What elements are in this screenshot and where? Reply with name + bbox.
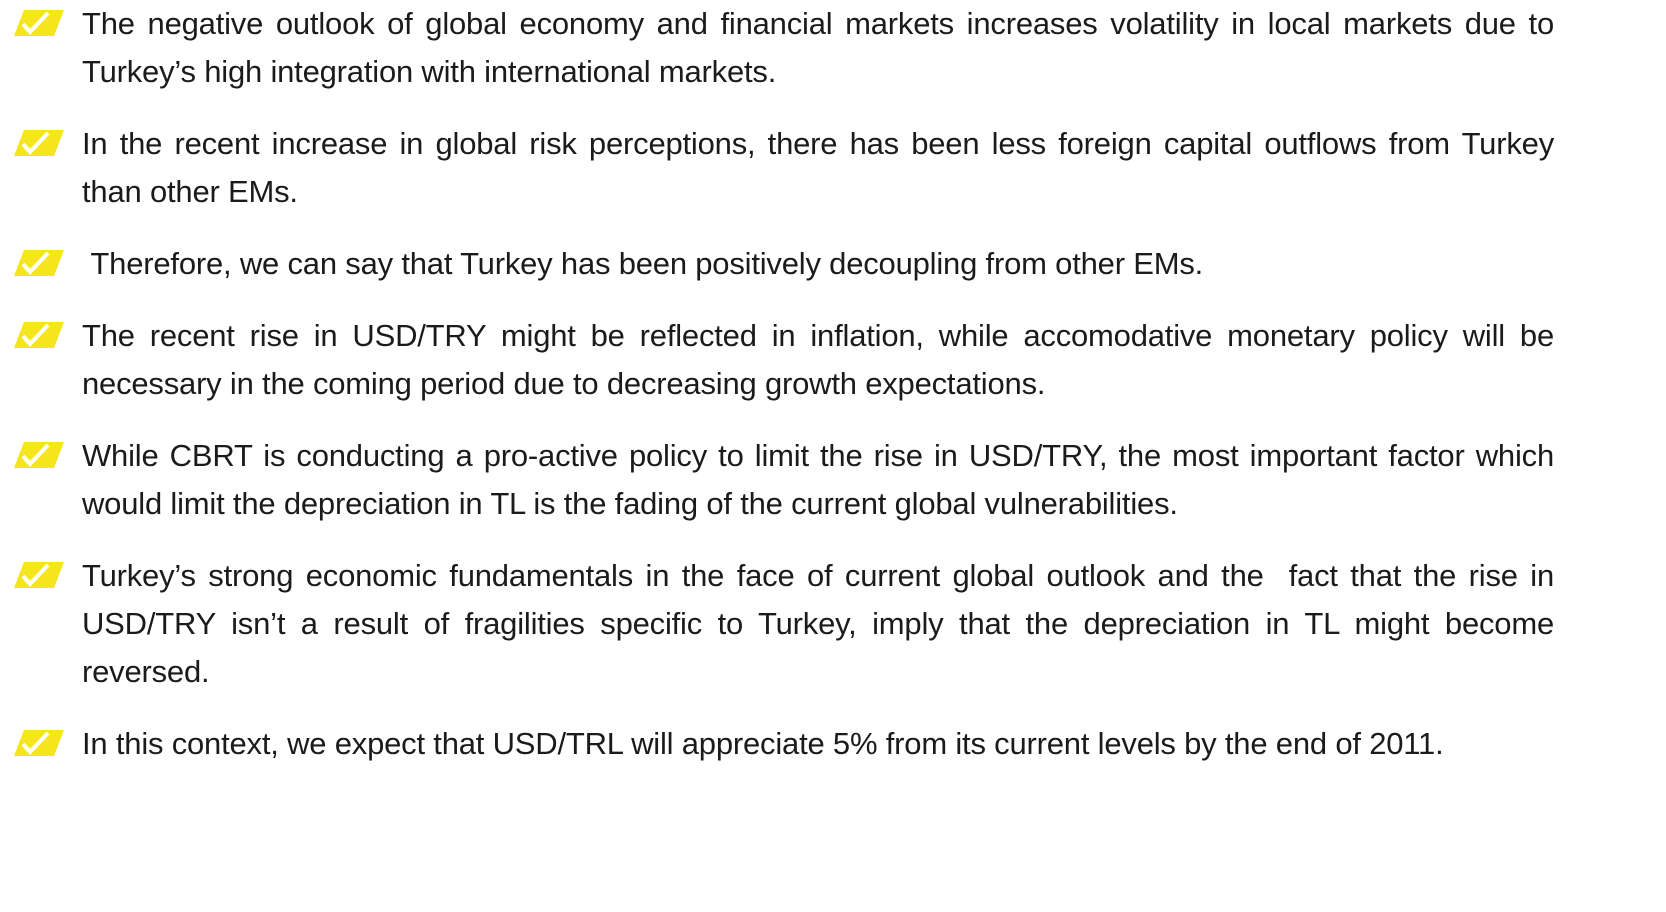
bullet-icon bbox=[14, 442, 64, 468]
bullet-text: The negative outlook of global economy a… bbox=[82, 6, 1562, 89]
bullet-text: The recent rise in USD/TRY might be refl… bbox=[82, 318, 1563, 401]
bullet-icon bbox=[14, 562, 64, 588]
bullet-item: While CBRT is conducting a pro-active po… bbox=[0, 432, 1554, 528]
bullet-icon bbox=[14, 250, 64, 276]
bullet-item: Therefore, we can say that Turkey has be… bbox=[0, 240, 1554, 288]
bullet-item: Turkey’s strong economic fundamentals in… bbox=[0, 552, 1554, 696]
bullet-icon bbox=[14, 10, 64, 36]
bullet-text: In this context, we expect that USD/TRL … bbox=[82, 726, 1444, 761]
bullet-icon bbox=[14, 322, 64, 348]
bullet-item: The negative outlook of global economy a… bbox=[0, 0, 1554, 96]
bullet-text: While CBRT is conducting a pro-active po… bbox=[82, 438, 1563, 521]
bullet-text: In the recent increase in global risk pe… bbox=[82, 126, 1563, 209]
bullet-item: In the recent increase in global risk pe… bbox=[0, 120, 1554, 216]
bullet-item: The recent rise in USD/TRY might be refl… bbox=[0, 312, 1554, 408]
bullet-icon bbox=[14, 730, 64, 756]
bullet-text: Turkey’s strong economic fundamentals in… bbox=[82, 558, 1563, 689]
bullet-icon bbox=[14, 130, 64, 156]
bullet-item: In this context, we expect that USD/TRL … bbox=[0, 720, 1554, 768]
bullet-text: Therefore, we can say that Turkey has be… bbox=[82, 246, 1204, 281]
